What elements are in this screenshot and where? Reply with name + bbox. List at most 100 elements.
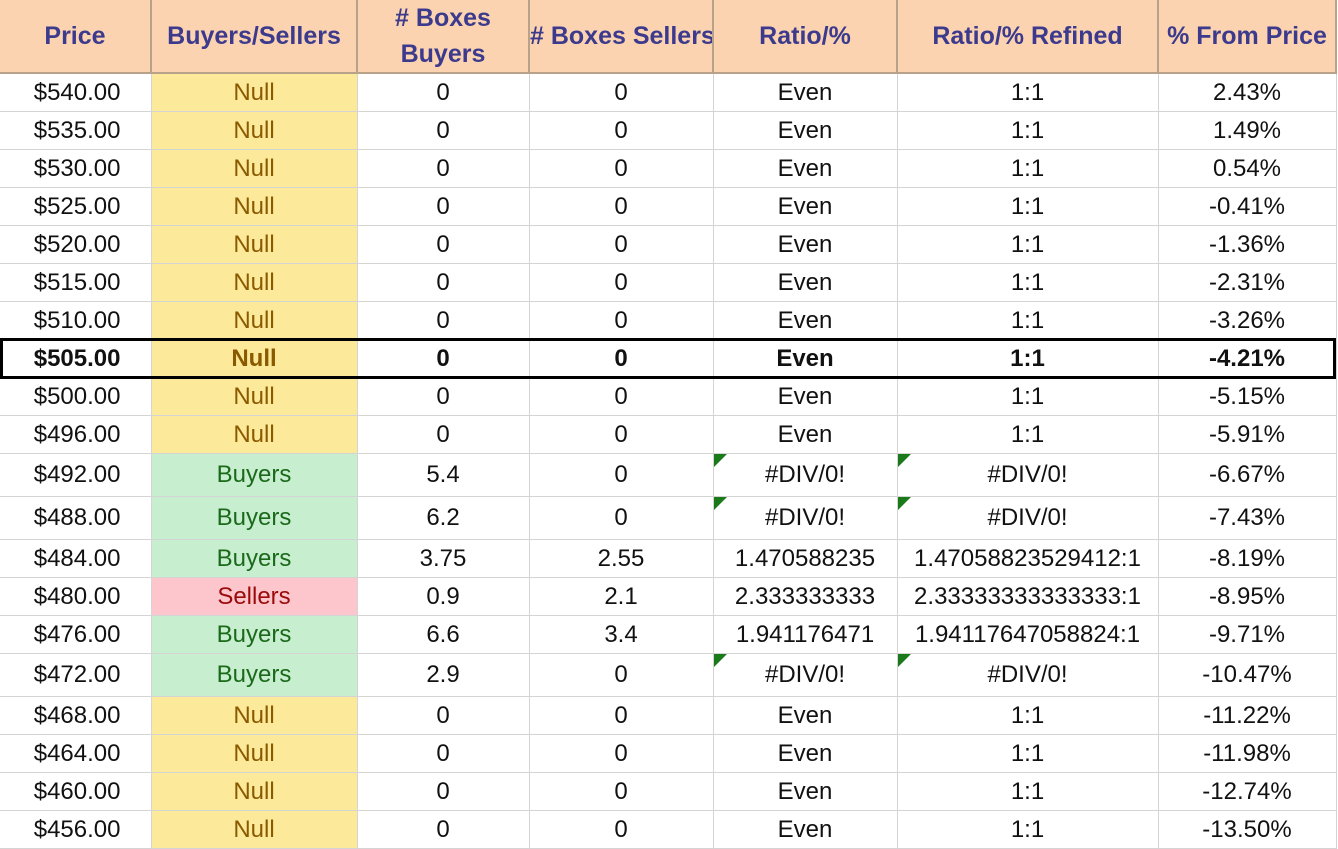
ratio-cell[interactable]: #DIV/0! bbox=[713, 496, 898, 540]
ratio-cell[interactable]: 2.333333333 bbox=[713, 577, 898, 616]
price-cell[interactable]: $476.00 bbox=[0, 615, 152, 654]
header-ratio[interactable]: Ratio/% bbox=[713, 0, 898, 74]
boxes-buyers-cell[interactable]: 3.75 bbox=[357, 539, 530, 578]
from-price-cell[interactable]: -11.98% bbox=[1158, 734, 1337, 773]
price-cell[interactable]: $500.00 bbox=[0, 377, 152, 416]
price-cell[interactable]: $468.00 bbox=[0, 696, 152, 735]
from-price-cell[interactable]: -11.22% bbox=[1158, 696, 1337, 735]
from-price-cell[interactable]: -5.15% bbox=[1158, 377, 1337, 416]
from-price-cell[interactable]: -8.95% bbox=[1158, 577, 1337, 616]
boxes-buyers-cell[interactable]: 0 bbox=[357, 263, 530, 302]
ratio-refined-cell[interactable]: 1.47058823529412:1 bbox=[897, 539, 1159, 578]
price-cell[interactable]: $484.00 bbox=[0, 539, 152, 578]
buyers-sellers-cell[interactable]: Null bbox=[151, 696, 358, 735]
from-price-cell[interactable]: -7.43% bbox=[1158, 496, 1337, 540]
ratio-cell[interactable]: Even bbox=[713, 772, 898, 811]
ratio-cell[interactable]: Even bbox=[713, 415, 898, 454]
boxes-sellers-cell[interactable]: 0 bbox=[529, 734, 714, 773]
boxes-buyers-cell[interactable]: 2.9 bbox=[357, 653, 530, 697]
ratio-refined-cell[interactable]: #DIV/0! bbox=[897, 496, 1159, 540]
buyers-sellers-cell[interactable]: Null bbox=[151, 415, 358, 454]
from-price-cell[interactable]: -9.71% bbox=[1158, 615, 1337, 654]
boxes-buyers-cell[interactable]: 5.4 bbox=[357, 453, 530, 497]
price-cell[interactable]: $480.00 bbox=[0, 577, 152, 616]
boxes-buyers-cell[interactable]: 0.9 bbox=[357, 577, 530, 616]
boxes-sellers-cell[interactable]: 0 bbox=[529, 496, 714, 540]
boxes-sellers-cell[interactable]: 0 bbox=[529, 225, 714, 264]
ratio-refined-cell[interactable]: 1:1 bbox=[897, 263, 1159, 302]
price-cell[interactable]: $492.00 bbox=[0, 453, 152, 497]
price-cell[interactable]: $472.00 bbox=[0, 653, 152, 697]
from-price-cell[interactable]: -10.47% bbox=[1158, 653, 1337, 697]
boxes-sellers-cell[interactable]: 0 bbox=[529, 111, 714, 150]
boxes-sellers-cell[interactable]: 0 bbox=[529, 377, 714, 416]
buyers-sellers-cell[interactable]: Null bbox=[151, 111, 358, 150]
boxes-sellers-cell[interactable]: 0 bbox=[529, 810, 714, 849]
buyers-sellers-cell[interactable]: Buyers bbox=[151, 653, 358, 697]
ratio-cell[interactable]: Even bbox=[713, 734, 898, 773]
ratio-refined-cell[interactable]: 2.33333333333333:1 bbox=[897, 577, 1159, 616]
header-boxes-buyers[interactable]: # Boxes Buyers bbox=[357, 0, 530, 74]
ratio-refined-cell[interactable]: 1:1 bbox=[897, 772, 1159, 811]
buyers-sellers-cell[interactable]: Null bbox=[151, 810, 358, 849]
boxes-buyers-cell[interactable]: 0 bbox=[357, 339, 530, 378]
ratio-refined-cell[interactable]: 1:1 bbox=[897, 734, 1159, 773]
header-boxes-sellers[interactable]: # Boxes Sellers bbox=[529, 0, 714, 74]
price-cell[interactable]: $460.00 bbox=[0, 772, 152, 811]
from-price-cell[interactable]: -4.21% bbox=[1158, 339, 1337, 378]
boxes-buyers-cell[interactable]: 0 bbox=[357, 772, 530, 811]
price-cell[interactable]: $540.00 bbox=[0, 73, 152, 112]
boxes-buyers-cell[interactable]: 0 bbox=[357, 415, 530, 454]
price-cell[interactable]: $456.00 bbox=[0, 810, 152, 849]
from-price-cell[interactable]: -1.36% bbox=[1158, 225, 1337, 264]
from-price-cell[interactable]: -3.26% bbox=[1158, 301, 1337, 340]
ratio-refined-cell[interactable]: 1:1 bbox=[897, 149, 1159, 188]
ratio-refined-cell[interactable]: 1:1 bbox=[897, 111, 1159, 150]
ratio-cell[interactable]: Even bbox=[713, 377, 898, 416]
price-cell[interactable]: $464.00 bbox=[0, 734, 152, 773]
from-price-cell[interactable]: 1.49% bbox=[1158, 111, 1337, 150]
boxes-sellers-cell[interactable]: 0 bbox=[529, 653, 714, 697]
price-cell[interactable]: $525.00 bbox=[0, 187, 152, 226]
boxes-sellers-cell[interactable]: 0 bbox=[529, 149, 714, 188]
from-price-cell[interactable]: 0.54% bbox=[1158, 149, 1337, 188]
boxes-buyers-cell[interactable]: 0 bbox=[357, 73, 530, 112]
price-cell[interactable]: $505.00 bbox=[0, 339, 152, 378]
header-ratio-refined[interactable]: Ratio/% Refined bbox=[897, 0, 1159, 74]
buyers-sellers-cell[interactable]: Null bbox=[151, 734, 358, 773]
boxes-sellers-cell[interactable]: 0 bbox=[529, 415, 714, 454]
ratio-refined-cell[interactable]: 1:1 bbox=[897, 301, 1159, 340]
boxes-sellers-cell[interactable]: 2.55 bbox=[529, 539, 714, 578]
price-cell[interactable]: $488.00 bbox=[0, 496, 152, 540]
ratio-cell[interactable]: Even bbox=[713, 810, 898, 849]
ratio-refined-cell[interactable]: 1:1 bbox=[897, 339, 1159, 378]
ratio-cell[interactable]: Even bbox=[713, 263, 898, 302]
price-cell[interactable]: $515.00 bbox=[0, 263, 152, 302]
boxes-sellers-cell[interactable]: 0 bbox=[529, 187, 714, 226]
boxes-sellers-cell[interactable]: 0 bbox=[529, 696, 714, 735]
ratio-cell[interactable]: Even bbox=[713, 301, 898, 340]
price-cell[interactable]: $496.00 bbox=[0, 415, 152, 454]
ratio-refined-cell[interactable]: 1:1 bbox=[897, 415, 1159, 454]
boxes-sellers-cell[interactable]: 0 bbox=[529, 73, 714, 112]
boxes-buyers-cell[interactable]: 0 bbox=[357, 377, 530, 416]
boxes-buyers-cell[interactable]: 0 bbox=[357, 225, 530, 264]
ratio-cell[interactable]: Even bbox=[713, 149, 898, 188]
boxes-buyers-cell[interactable]: 0 bbox=[357, 696, 530, 735]
from-price-cell[interactable]: 2.43% bbox=[1158, 73, 1337, 112]
ratio-cell[interactable]: 1.470588235 bbox=[713, 539, 898, 578]
boxes-buyers-cell[interactable]: 0 bbox=[357, 810, 530, 849]
ratio-cell[interactable]: Even bbox=[713, 187, 898, 226]
buyers-sellers-cell[interactable]: Null bbox=[151, 187, 358, 226]
ratio-cell[interactable]: #DIV/0! bbox=[713, 453, 898, 497]
boxes-sellers-cell[interactable]: 0 bbox=[529, 453, 714, 497]
buyers-sellers-cell[interactable]: Buyers bbox=[151, 615, 358, 654]
from-price-cell[interactable]: -0.41% bbox=[1158, 187, 1337, 226]
header-buyers-sellers[interactable]: Buyers/Sellers bbox=[151, 0, 358, 74]
boxes-sellers-cell[interactable]: 3.4 bbox=[529, 615, 714, 654]
buyers-sellers-cell[interactable]: Null bbox=[151, 377, 358, 416]
boxes-sellers-cell[interactable]: 2.1 bbox=[529, 577, 714, 616]
ratio-refined-cell[interactable]: 1:1 bbox=[897, 73, 1159, 112]
boxes-buyers-cell[interactable]: 6.2 bbox=[357, 496, 530, 540]
ratio-refined-cell[interactable]: #DIV/0! bbox=[897, 653, 1159, 697]
